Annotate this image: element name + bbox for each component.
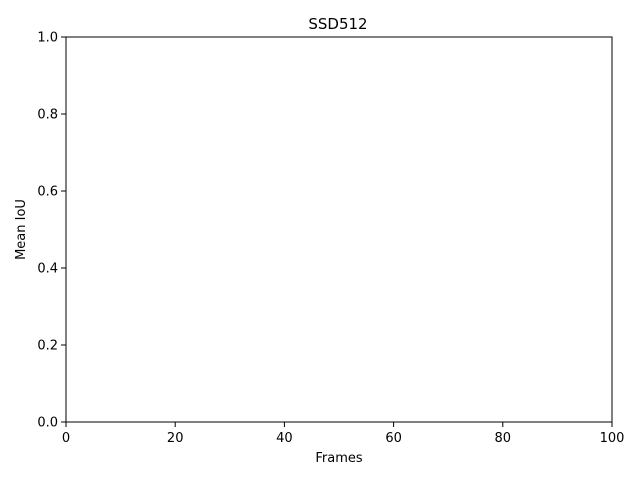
- x-tick-label: 100: [600, 431, 625, 446]
- y-tick-label: 0.6: [37, 185, 58, 200]
- plot-area: [65, 36, 613, 423]
- x-axis-label: Frames: [315, 451, 363, 466]
- y-tick-label: 1.0: [37, 31, 58, 46]
- x-tick-label: 60: [385, 431, 402, 446]
- y-tick-label: 0.0: [37, 416, 58, 431]
- x-tick-label: 40: [276, 431, 293, 446]
- chart-title: SSD512: [308, 15, 367, 33]
- plot-frame: [65, 36, 613, 423]
- y-axis: 0.0 0.2 0.4 0.6 0.8 1.0: [37, 31, 66, 431]
- y-tick-label: 0.2: [37, 339, 58, 354]
- x-tick-label: 20: [167, 431, 184, 446]
- x-tick-label: 80: [495, 431, 512, 446]
- y-tick-label: 0.8: [37, 108, 58, 123]
- y-axis-label: Mean IoU: [14, 199, 29, 260]
- x-axis: 0 20 40 60 80 100: [62, 422, 625, 446]
- x-tick-label: 0: [62, 431, 70, 446]
- y-tick-label: 0.4: [37, 262, 58, 277]
